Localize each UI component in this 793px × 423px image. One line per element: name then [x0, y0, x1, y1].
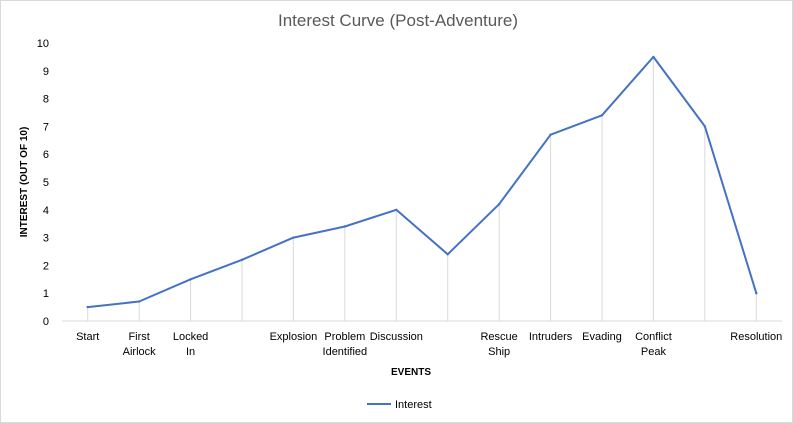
legend-label-interest: Interest	[395, 399, 432, 411]
x-tick-label: Rescue Ship	[480, 331, 517, 358]
y-tick-label: 4	[43, 205, 49, 217]
data-point	[755, 292, 758, 295]
x-tick-label: Explosion	[270, 331, 318, 343]
data-point	[497, 203, 501, 206]
data-point	[446, 253, 449, 256]
y-tick-label: 10	[37, 38, 49, 50]
data-point	[395, 208, 398, 211]
y-tick-label: 0	[43, 316, 49, 328]
x-tick-label: Evading	[582, 331, 622, 343]
x-tick-label: Conflict Peak	[635, 331, 672, 358]
x-tick-label: Resolution	[730, 331, 782, 343]
series-layer	[86, 55, 758, 309]
data-point	[343, 225, 347, 228]
x-tick-label: Start	[76, 331, 99, 343]
x-axis-title: EVENTS	[391, 367, 431, 378]
y-axis-title: INTEREST (OUT OF 10)	[19, 127, 30, 238]
y-tick-label: 9	[43, 66, 49, 78]
series-line-interest	[86, 55, 758, 309]
y-tick-label: 2	[43, 260, 49, 272]
drop-lines	[87, 56, 757, 321]
data-point	[240, 258, 244, 262]
data-point	[652, 55, 655, 59]
data-point	[137, 300, 141, 303]
x-tick-label: Discussion	[370, 331, 423, 343]
x-tick-label: Locked In	[173, 331, 208, 358]
y-tick-label: 5	[43, 177, 49, 189]
data-point	[292, 236, 295, 239]
data-point	[703, 125, 707, 128]
data-point	[549, 133, 552, 136]
y-tick-label: 3	[43, 233, 49, 245]
x-tick-label: Problem Identified	[323, 331, 368, 358]
chart-title: Interest Curve (Post-Adventure)	[278, 11, 518, 30]
legend: Interest	[367, 399, 432, 411]
x-axis-ticks: Start First Airlock Locked In Explosion Proble…	[76, 331, 782, 358]
x-tick-label: Intruders	[529, 331, 573, 343]
x-tick-label: First Airlock	[123, 331, 157, 358]
y-tick-label: 6	[43, 149, 49, 161]
data-point	[189, 278, 192, 281]
y-tick-label: 8	[43, 94, 49, 106]
y-axis-ticks: 0 1 2 3 4 5 6 7 8 9 10	[37, 38, 49, 328]
y-tick-label: 7	[43, 121, 49, 133]
y-tick-label: 1	[43, 288, 49, 300]
data-point	[86, 305, 89, 309]
data-point	[600, 114, 604, 117]
